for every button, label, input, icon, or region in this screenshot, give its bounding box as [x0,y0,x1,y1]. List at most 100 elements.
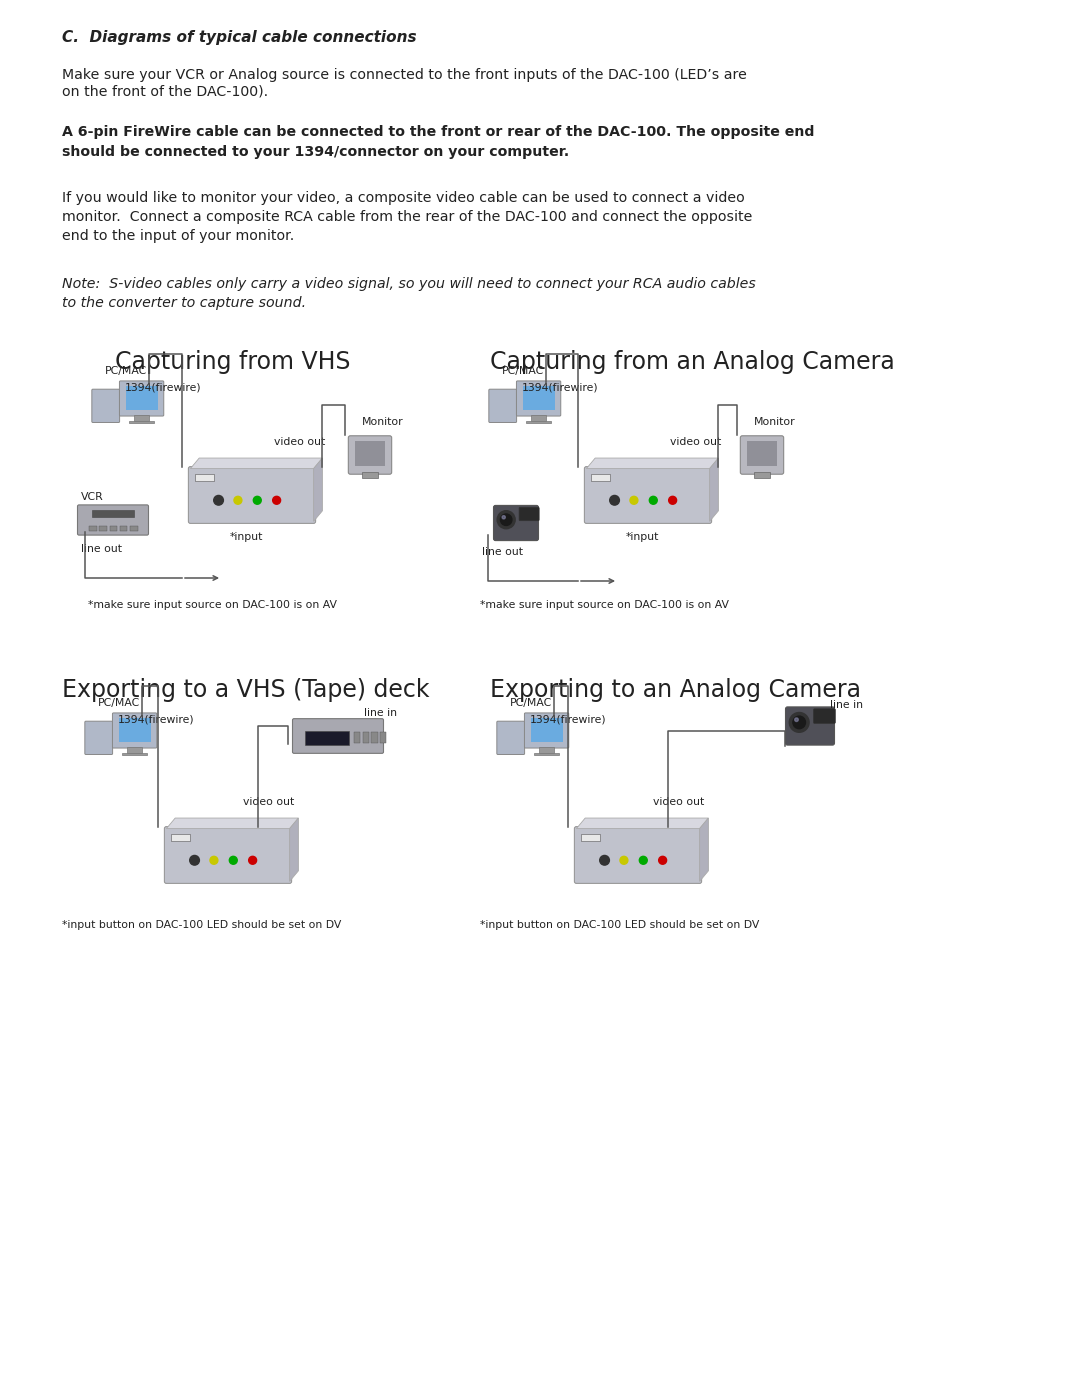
Text: video out: video out [243,798,294,807]
Circle shape [789,712,809,732]
Text: Note:  S-video cables only carry a video signal, so you will need to connect you: Note: S-video cables only carry a video … [62,277,756,291]
Text: monitor.  Connect a composite RCA cable from the rear of the DAC-100 and connect: monitor. Connect a composite RCA cable f… [62,210,753,224]
Polygon shape [586,458,718,468]
Text: line in: line in [831,700,863,710]
Circle shape [497,511,515,528]
Text: *make sure input source on DAC-100 is on AV: *make sure input source on DAC-100 is on… [480,599,729,610]
Circle shape [190,855,200,865]
Text: end to the input of your monitor.: end to the input of your monitor. [62,229,294,243]
Text: line out: line out [482,548,523,557]
Text: video out: video out [274,437,325,447]
Bar [92,510,134,517]
Polygon shape [166,819,298,828]
FancyBboxPatch shape [584,467,712,524]
Bar [526,420,552,423]
Circle shape [620,856,627,865]
Bar [539,747,554,753]
Text: PC/MAC: PC/MAC [510,698,552,708]
Polygon shape [700,819,708,882]
Bar [747,441,777,465]
Bar [372,732,378,743]
Circle shape [234,496,242,504]
FancyBboxPatch shape [516,381,561,416]
FancyBboxPatch shape [785,707,835,745]
Circle shape [795,718,798,721]
Text: Capturing from VHS: Capturing from VHS [114,351,351,374]
Circle shape [254,496,261,504]
Text: line out: line out [81,543,122,555]
Bar [362,472,378,478]
Bar [90,525,97,531]
FancyBboxPatch shape [120,381,164,416]
FancyBboxPatch shape [112,712,157,747]
Text: Exporting to an Analog Camera: Exporting to an Analog Camera [490,678,861,703]
Bar [134,415,149,420]
Circle shape [599,855,609,865]
Circle shape [610,496,620,506]
Text: *input button on DAC-100 LED should be set on DV: *input button on DAC-100 LED should be s… [480,921,759,930]
Text: If you would like to monitor your video, a composite video cable can be used to : If you would like to monitor your video,… [62,191,745,205]
Bar [125,386,158,409]
Text: 1394(firewire): 1394(firewire) [125,381,202,393]
Text: *input: *input [230,532,264,542]
Bar [194,474,214,481]
Circle shape [649,496,658,504]
Bar [171,834,190,841]
Text: PC/MAC: PC/MAC [98,698,140,708]
Bar [363,732,368,743]
Circle shape [500,514,512,525]
Circle shape [659,856,666,865]
Text: Capturing from an Analog Camera: Capturing from an Analog Camera [490,351,894,374]
Text: video out: video out [670,437,721,447]
Polygon shape [577,819,708,828]
Text: to the converter to capture sound.: to the converter to capture sound. [62,296,306,310]
Bar [122,753,148,756]
Text: A 6-pin FireWire cable can be connected to the front or rear of the DAC-100. The: A 6-pin FireWire cable can be connected … [62,124,814,138]
Circle shape [272,496,281,504]
Text: Monitor: Monitor [362,416,404,427]
FancyBboxPatch shape [489,390,516,422]
Text: line in: line in [364,708,397,718]
Polygon shape [710,458,718,521]
FancyBboxPatch shape [78,504,149,535]
Text: Exporting to a VHS (Tape) deck: Exporting to a VHS (Tape) deck [62,678,430,703]
Bar [530,718,563,742]
FancyBboxPatch shape [164,827,292,883]
Circle shape [669,496,676,504]
Text: 1394(firewire): 1394(firewire) [118,714,194,724]
Text: 1394(firewire): 1394(firewire) [530,714,607,724]
Bar [754,472,770,478]
Circle shape [210,856,218,865]
Bar [355,441,384,465]
FancyBboxPatch shape [494,506,539,541]
Circle shape [229,856,238,865]
FancyBboxPatch shape [525,712,569,747]
Bar [534,753,559,756]
Bar [305,731,349,745]
Circle shape [793,717,806,729]
Bar [354,732,360,743]
Bar [591,474,610,481]
Text: C.  Diagrams of typical cable connections: C. Diagrams of typical cable connections [62,29,417,45]
Circle shape [248,856,257,865]
Text: *input: *input [626,532,660,542]
Text: PC/MAC: PC/MAC [105,366,147,376]
Bar [99,525,107,531]
Circle shape [630,496,638,504]
FancyBboxPatch shape [813,708,835,724]
Text: should be connected to your 1394/connector on your computer.: should be connected to your 1394/connect… [62,145,569,159]
FancyBboxPatch shape [497,721,525,754]
Text: video out: video out [653,798,704,807]
FancyBboxPatch shape [740,436,784,474]
Polygon shape [289,819,298,882]
FancyBboxPatch shape [188,467,315,524]
Bar [130,525,137,531]
Circle shape [214,496,224,506]
Bar [581,834,600,841]
FancyBboxPatch shape [85,721,112,754]
Polygon shape [190,458,323,468]
Bar [531,415,546,420]
Bar [120,525,127,531]
Bar [119,718,151,742]
FancyBboxPatch shape [519,507,539,521]
